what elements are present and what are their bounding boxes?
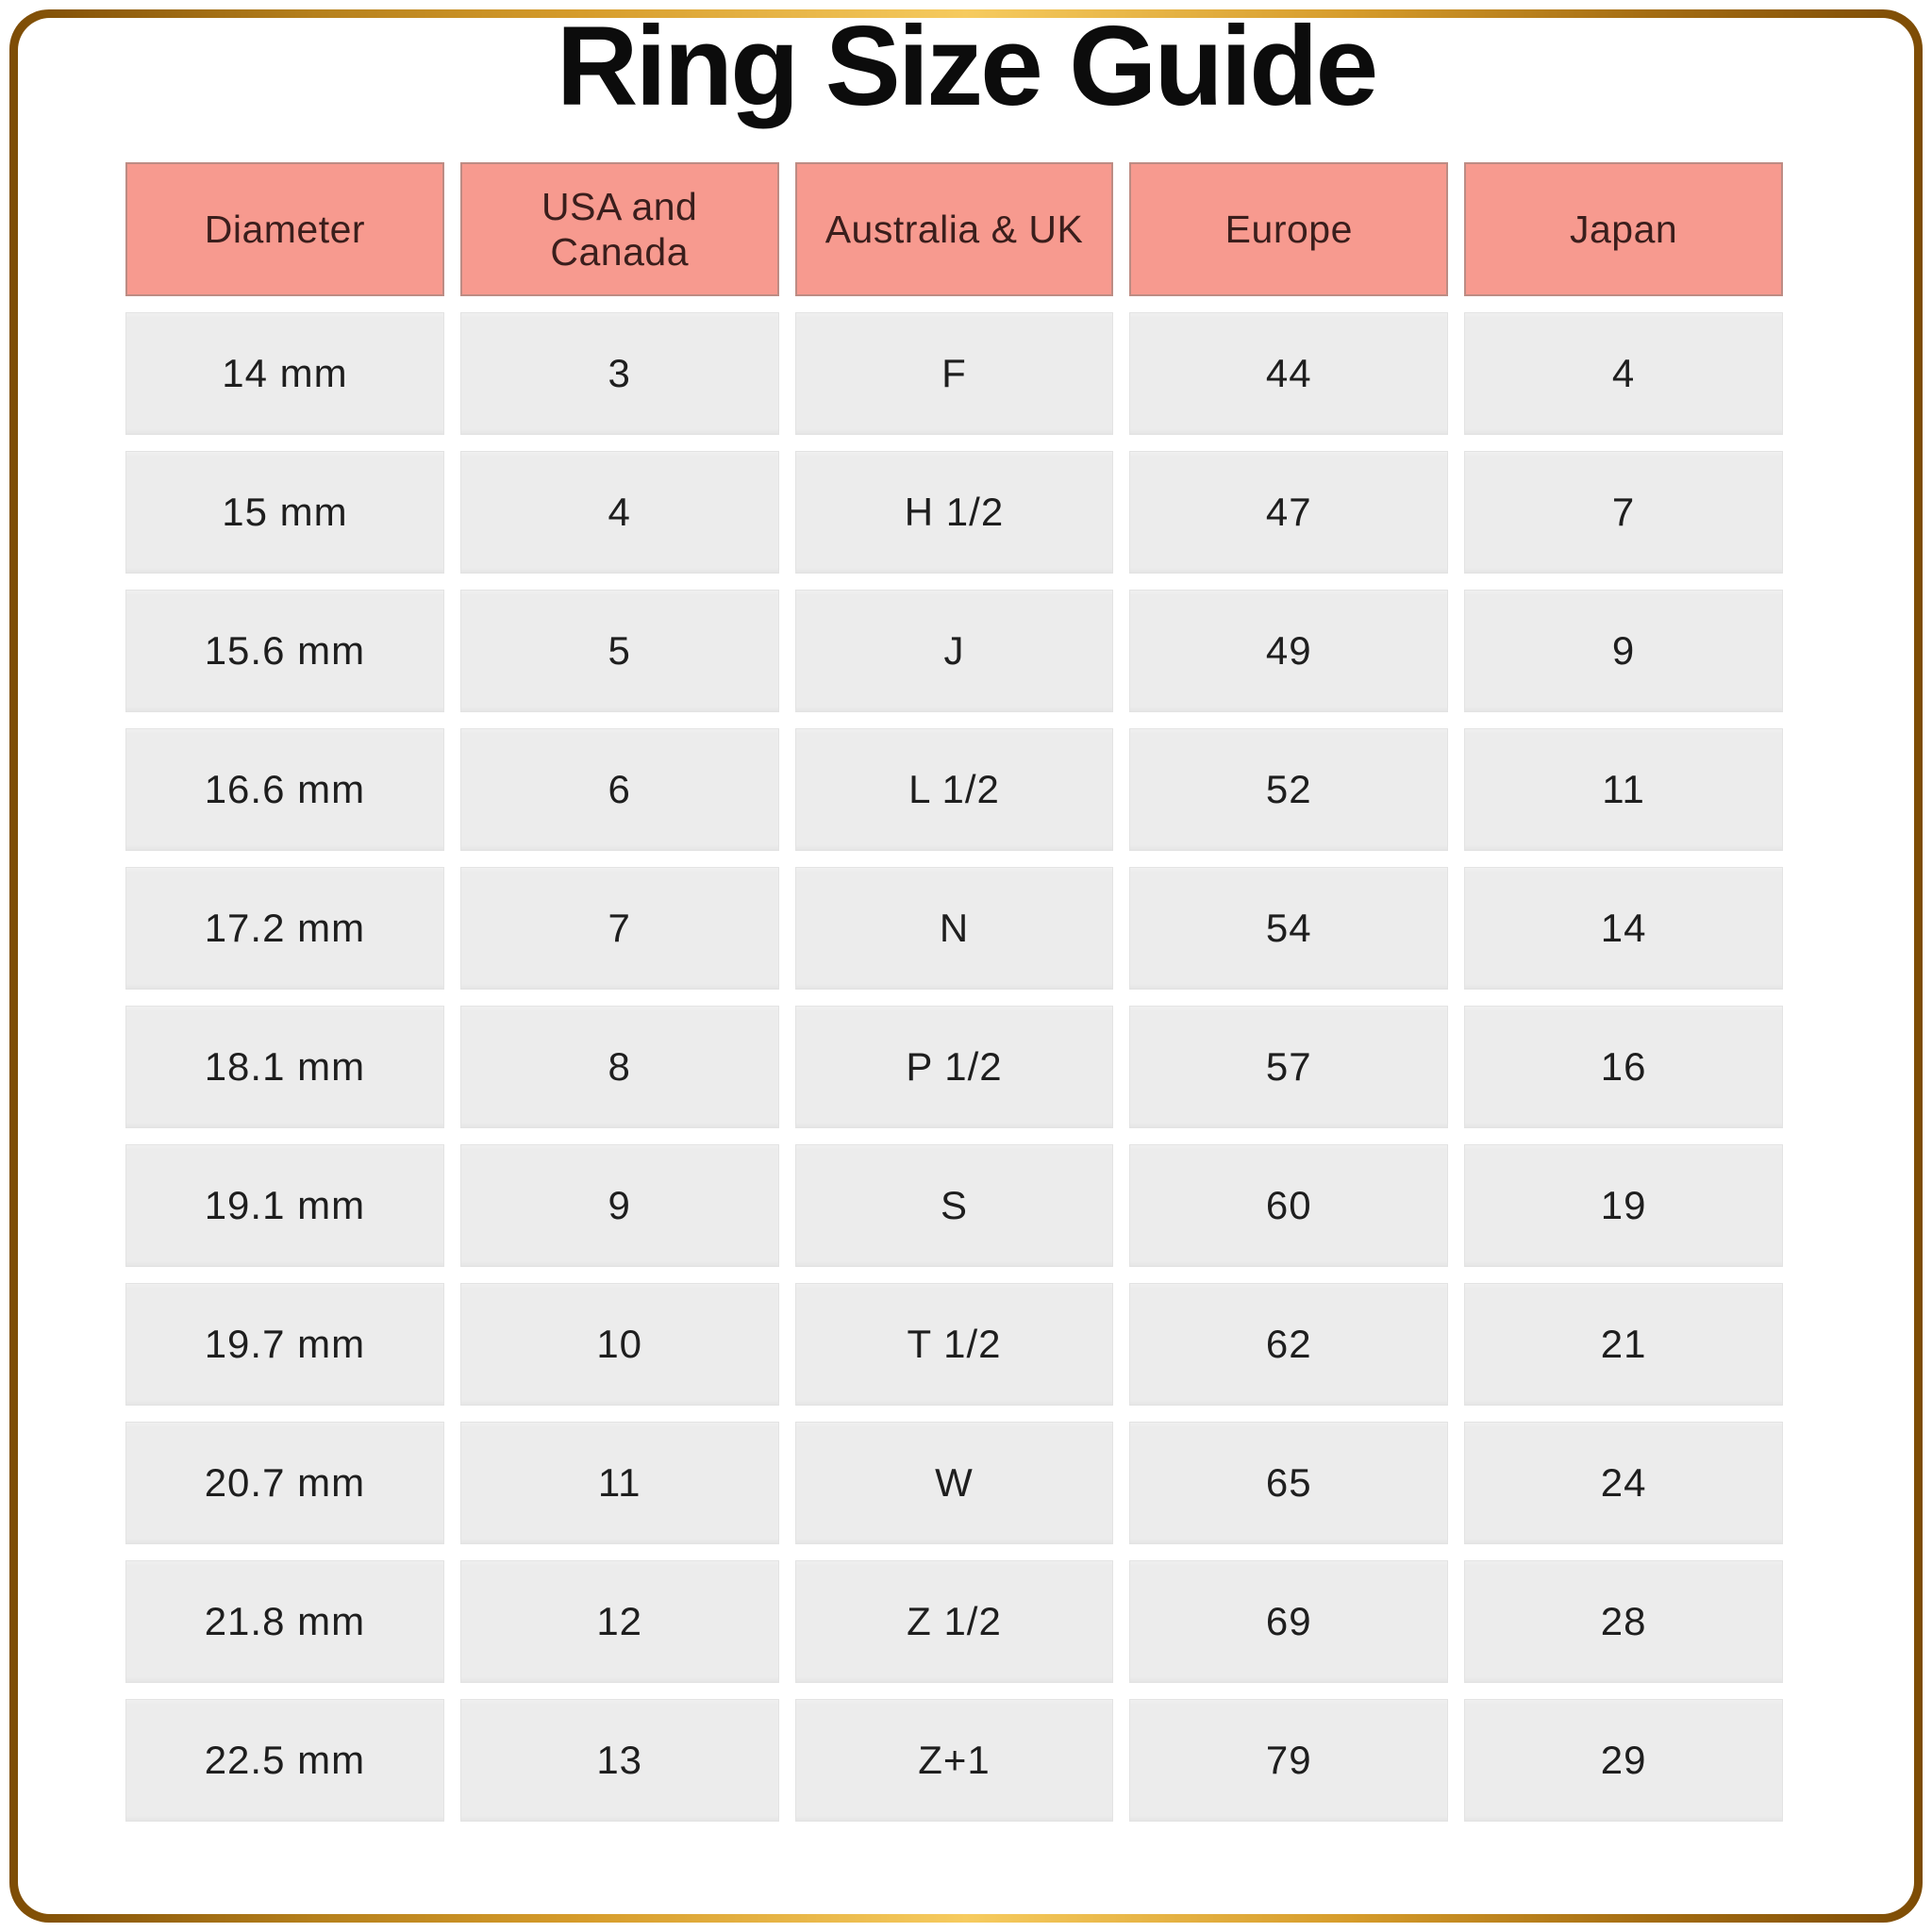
size-cell-row10-col1: 21.8 mm [125, 1560, 444, 1683]
size-cell-row1-col1: 14 mm [125, 312, 444, 435]
size-cell-row7-col5: 19 [1464, 1144, 1783, 1267]
size-cell-row10-col4: 69 [1129, 1560, 1449, 1683]
page-title: Ring Size Guide [556, 3, 1378, 129]
size-cell-row5-col1: 17.2 mm [125, 867, 444, 990]
size-cell-row2-col3: H 1/2 [794, 451, 1114, 574]
header-cell-diameter: Diameter [125, 162, 444, 296]
size-cell-row10-col5: 28 [1464, 1560, 1783, 1683]
header-cell-australia-uk: Australia & UK [794, 162, 1114, 296]
size-cell-row3-col5: 9 [1464, 590, 1783, 712]
size-cell-row9-col1: 20.7 mm [125, 1422, 444, 1544]
size-cell-row4-col3: L 1/2 [794, 728, 1114, 851]
size-cell-row4-col1: 16.6 mm [125, 728, 444, 851]
size-cell-row2-col2: 4 [459, 451, 779, 574]
size-cell-row11-col5: 29 [1464, 1699, 1783, 1822]
size-cell-row10-col2: 12 [459, 1560, 779, 1683]
size-cell-row8-col5: 21 [1464, 1283, 1783, 1406]
size-cell-row8-col4: 62 [1129, 1283, 1449, 1406]
size-cell-row6-col2: 8 [459, 1006, 779, 1128]
size-cell-row8-col1: 19.7 mm [125, 1283, 444, 1406]
size-cell-row6-col4: 57 [1129, 1006, 1449, 1128]
size-cell-row11-col3: Z+1 [794, 1699, 1114, 1822]
size-cell-row5-col2: 7 [459, 867, 779, 990]
size-cell-row4-col4: 52 [1129, 728, 1449, 851]
size-cell-row1-col2: 3 [459, 312, 779, 435]
size-cell-row3-col3: J [794, 590, 1114, 712]
size-cell-row1-col4: 44 [1129, 312, 1449, 435]
size-cell-row9-col4: 65 [1129, 1422, 1449, 1544]
header-label-australia-uk: Australia & UK [824, 207, 1084, 251]
size-cell-row3-col2: 5 [459, 590, 779, 712]
header-label-diameter: Diameter [204, 207, 366, 251]
size-cell-row11-col2: 13 [459, 1699, 779, 1822]
size-cell-row7-col1: 19.1 mm [125, 1144, 444, 1267]
ring-size-table: Diameter USA and Canada Australia & UK E… [125, 162, 1783, 1822]
size-cell-row6-col5: 16 [1464, 1006, 1783, 1128]
size-cell-row4-col2: 6 [459, 728, 779, 851]
size-cell-row3-col4: 49 [1129, 590, 1449, 712]
size-cell-row1-col5: 4 [1464, 312, 1783, 435]
size-cell-row2-col5: 7 [1464, 451, 1783, 574]
size-cell-row11-col1: 22.5 mm [125, 1699, 444, 1822]
header-cell-usa-canada: USA and Canada [459, 162, 779, 296]
size-cell-row9-col5: 24 [1464, 1422, 1783, 1544]
size-cell-row2-col1: 15 mm [125, 451, 444, 574]
header-label-europe: Europe [1224, 207, 1353, 251]
size-cell-row8-col3: T 1/2 [794, 1283, 1114, 1406]
size-cell-row9-col2: 11 [459, 1422, 779, 1544]
size-cell-row8-col2: 10 [459, 1283, 779, 1406]
size-cell-row7-col2: 9 [459, 1144, 779, 1267]
size-cell-row2-col4: 47 [1129, 451, 1449, 574]
header-label-japan: Japan [1569, 207, 1678, 251]
size-cell-row5-col3: N [794, 867, 1114, 990]
size-cell-row7-col3: S [794, 1144, 1114, 1267]
header-cell-europe: Europe [1129, 162, 1449, 296]
size-cell-row6-col1: 18.1 mm [125, 1006, 444, 1128]
size-cell-row9-col3: W [794, 1422, 1114, 1544]
size-cell-row1-col3: F [794, 312, 1114, 435]
size-cell-row5-col5: 14 [1464, 867, 1783, 990]
size-cell-row3-col1: 15.6 mm [125, 590, 444, 712]
size-cell-row7-col4: 60 [1129, 1144, 1449, 1267]
size-cell-row5-col4: 54 [1129, 867, 1449, 990]
size-cell-row4-col5: 11 [1464, 728, 1783, 851]
size-cell-row6-col3: P 1/2 [794, 1006, 1114, 1128]
size-cell-row10-col3: Z 1/2 [794, 1560, 1114, 1683]
header-cell-japan: Japan [1464, 162, 1783, 296]
size-cell-row11-col4: 79 [1129, 1699, 1449, 1822]
header-label-usa-canada: USA and Canada [541, 184, 698, 274]
